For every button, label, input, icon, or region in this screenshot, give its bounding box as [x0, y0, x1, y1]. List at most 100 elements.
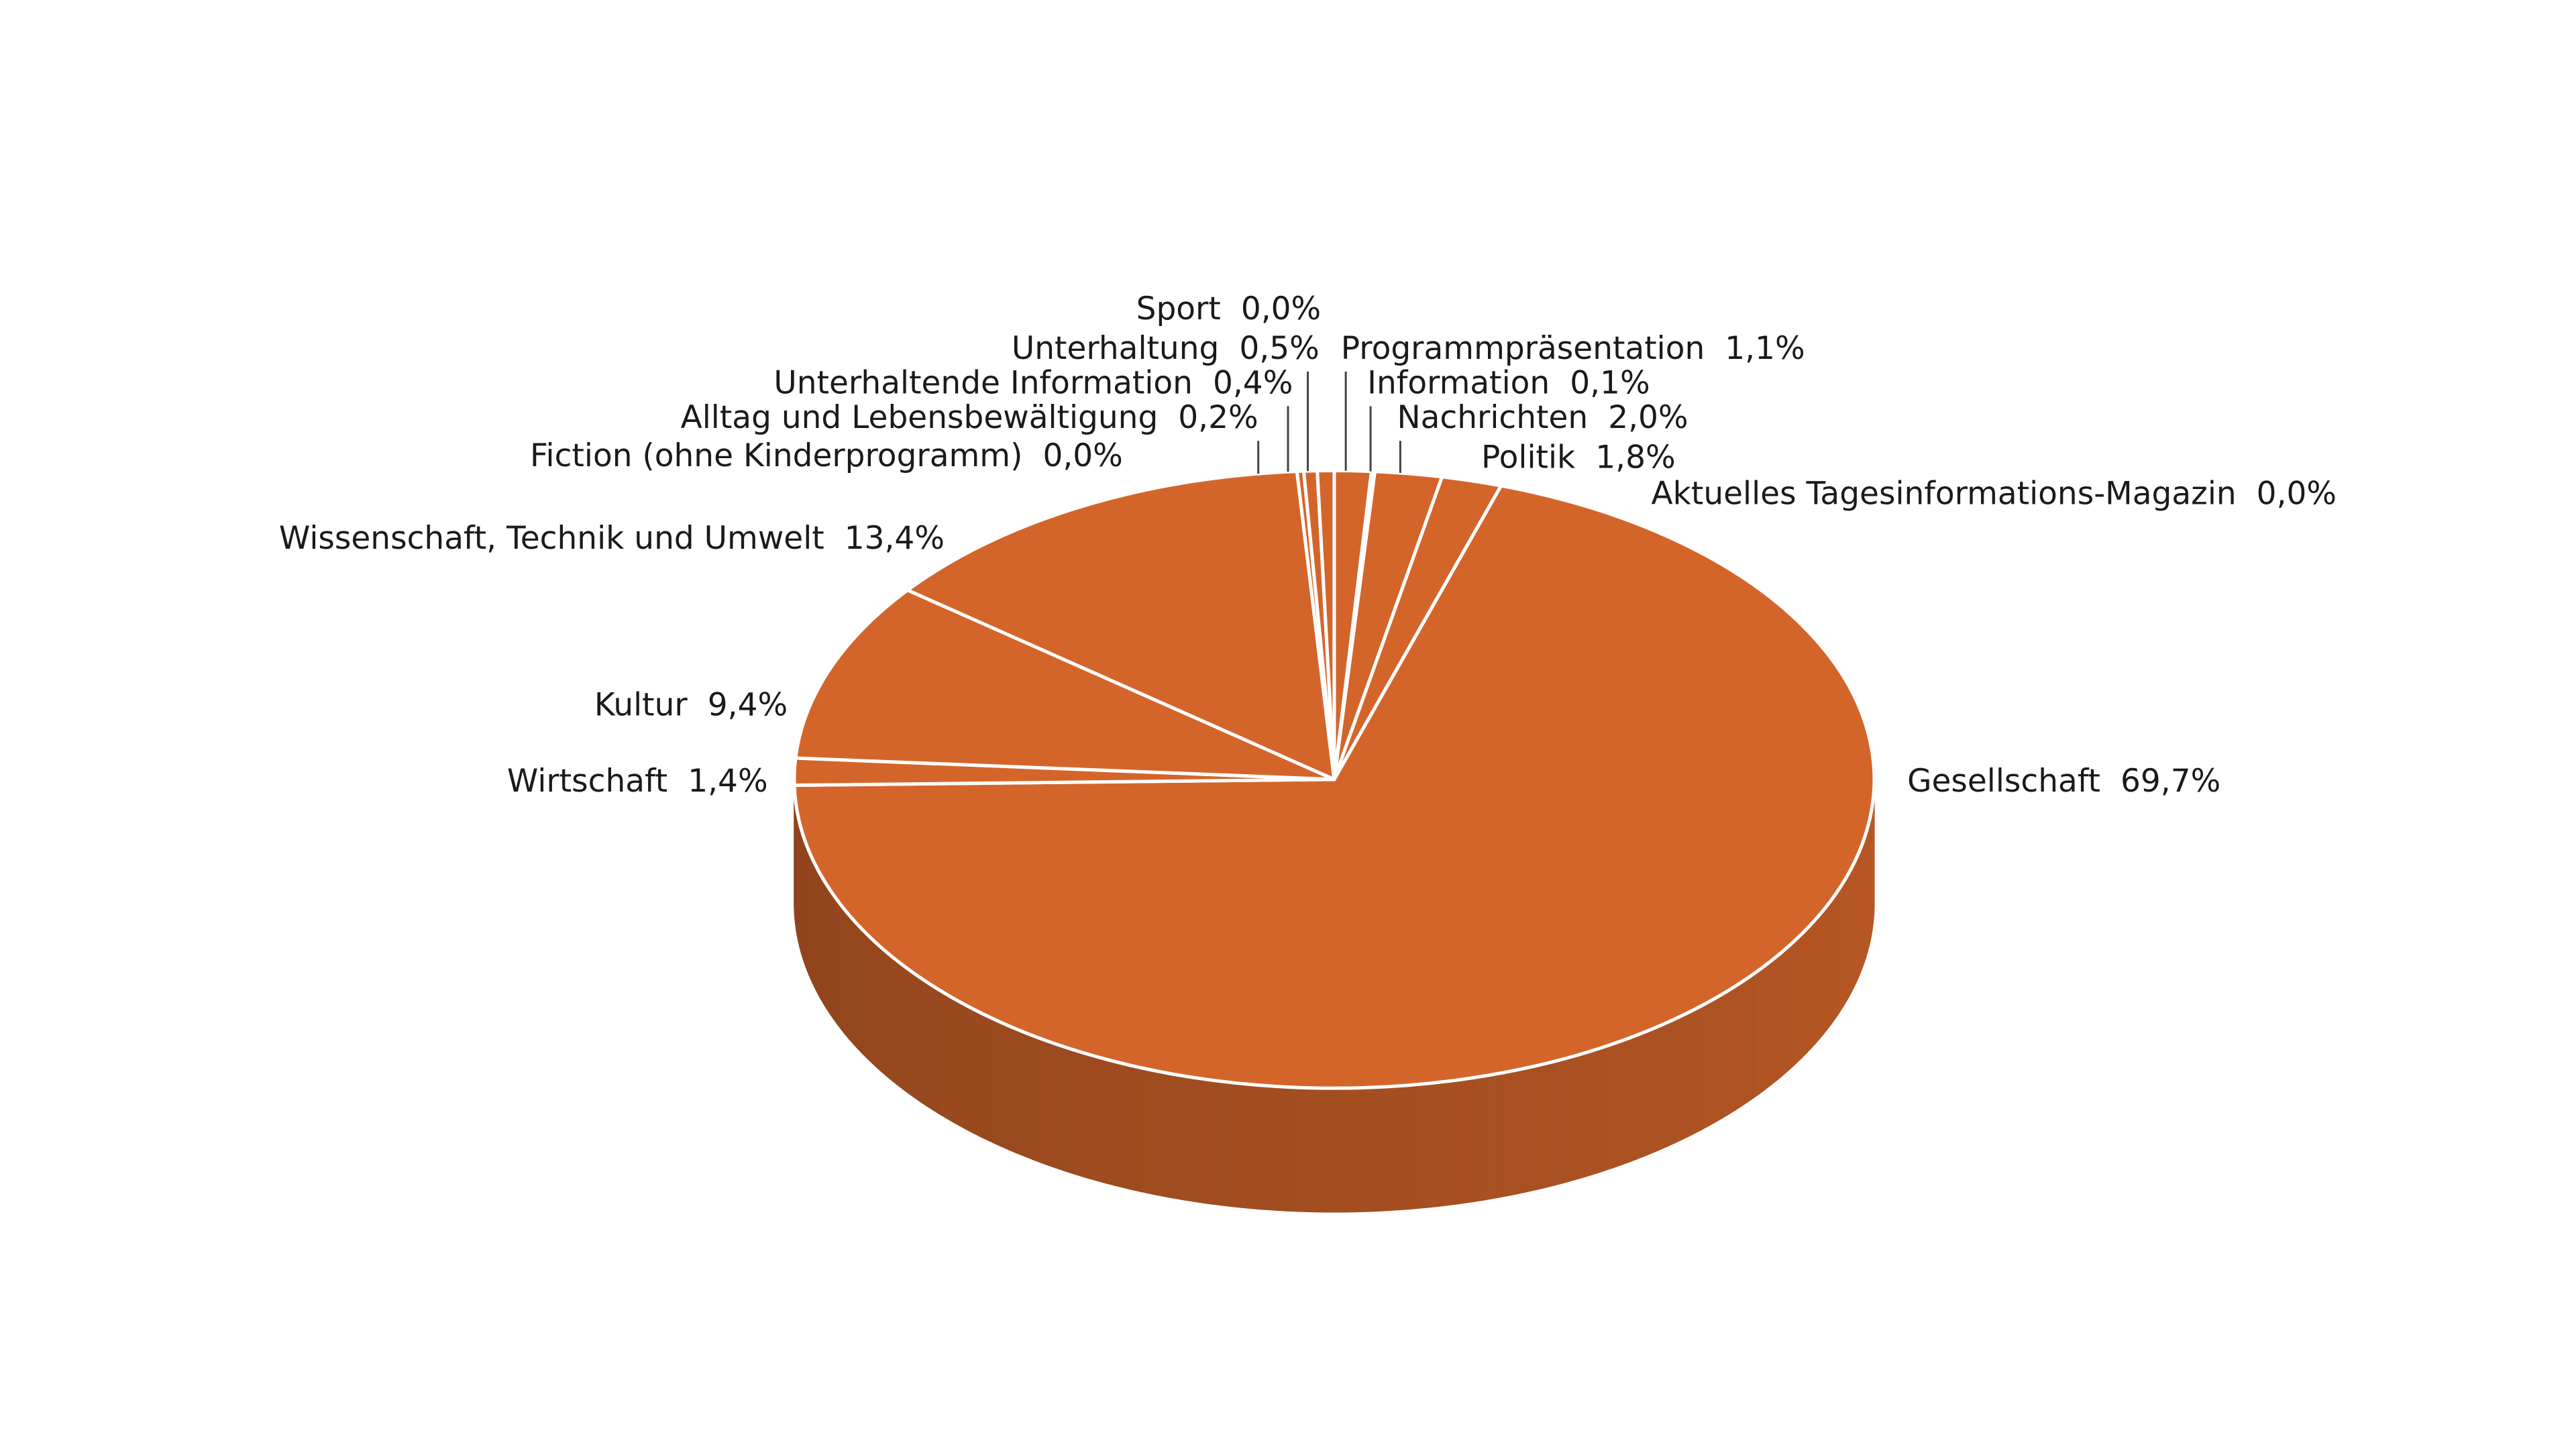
pie-side	[833, 893, 838, 1026]
pie-side	[1047, 1040, 1057, 1169]
category-name: Wissenschaft, Technik und Umwelt	[279, 519, 824, 556]
pie-side	[1193, 1077, 1204, 1203]
pie-side	[1791, 937, 1798, 1069]
pie-side	[1240, 1083, 1250, 1209]
pie-side	[1464, 1077, 1474, 1203]
pie-side	[1016, 1028, 1025, 1157]
pie-side	[965, 1004, 974, 1134]
pie-side	[1741, 977, 1749, 1107]
pie-side	[926, 981, 934, 1111]
pie-side	[1673, 1015, 1682, 1144]
pie-side	[1114, 1061, 1124, 1189]
pie-side	[1728, 985, 1736, 1115]
pie-side	[1595, 1046, 1605, 1175]
pie-side	[902, 964, 910, 1095]
category-name: Politik	[1481, 439, 1576, 476]
pie-side	[1381, 1085, 1391, 1212]
pie-side	[1781, 946, 1788, 1077]
pie-side	[1796, 932, 1803, 1064]
pie-side	[1786, 942, 1793, 1073]
value-label: 1,1%	[1725, 329, 1805, 366]
pie-side	[959, 1000, 967, 1130]
pie-side	[1801, 928, 1807, 1059]
pie-side	[1500, 1071, 1511, 1198]
pie-side	[1759, 964, 1766, 1095]
pie-side	[1753, 968, 1760, 1099]
pie-side	[1722, 989, 1730, 1119]
pie-side	[1305, 1087, 1316, 1213]
pie-side	[908, 968, 916, 1099]
pie-side	[1619, 1037, 1629, 1166]
pie-side	[1709, 997, 1717, 1126]
pie-side	[1097, 1056, 1107, 1184]
pie-side	[1315, 1087, 1326, 1213]
value-label: 69,7%	[2121, 762, 2220, 799]
pie-side	[1334, 1087, 1344, 1213]
pie-side	[1827, 898, 1832, 1030]
pie-side	[952, 997, 960, 1126]
category-name: Sport	[1136, 290, 1221, 327]
slice-label: Aktuelles Tagesinformations-Magazin 0,0%	[1652, 475, 2337, 512]
pie-side	[1765, 959, 1772, 1091]
pie-side	[1167, 1072, 1177, 1199]
pie-side	[986, 1015, 996, 1144]
pie-side	[1643, 1028, 1652, 1157]
slice-label: Politik 1,8%	[1481, 439, 1676, 476]
pie-side	[945, 993, 953, 1123]
pie-side	[1106, 1059, 1116, 1186]
pie-side	[979, 1012, 988, 1141]
pie-side	[866, 932, 872, 1064]
pie-side	[1635, 1031, 1645, 1161]
slice-label: Unterhaltung 0,5%	[1012, 329, 1320, 366]
pie-side	[1509, 1069, 1519, 1196]
pie-side	[1806, 923, 1812, 1055]
pie-side	[1776, 951, 1782, 1082]
pie-side	[891, 955, 898, 1086]
category-name: Unterhaltung	[1012, 329, 1220, 366]
pie-side	[1371, 1086, 1382, 1212]
category-name: Alltag und Lebensbewältigung	[681, 399, 1159, 436]
value-label: 0,0%	[2257, 475, 2337, 512]
category-name: Aktuelles Tagesinformations-Magazin	[1652, 475, 2237, 512]
pie-side	[1001, 1022, 1010, 1151]
pie-side	[1455, 1078, 1466, 1205]
pie-side	[1695, 1004, 1703, 1134]
pie-side	[1688, 1008, 1697, 1138]
pie-side	[840, 903, 846, 1036]
pie-side	[1230, 1081, 1241, 1208]
pie-side	[1008, 1025, 1018, 1154]
category-name: Nachrichten	[1397, 399, 1588, 436]
value-label: 9,4%	[708, 686, 788, 723]
pie-side	[1834, 888, 1839, 1021]
pie-side	[1148, 1069, 1159, 1196]
pie-side	[1409, 1083, 1419, 1210]
pie-side	[829, 888, 835, 1021]
pie-side	[1715, 993, 1723, 1123]
slice-label: Gesellschaft 69,7%	[1907, 762, 2220, 799]
pie-side	[1536, 1063, 1546, 1191]
pie-side	[1553, 1059, 1563, 1186]
category-name: Unterhaltende Information	[773, 364, 1193, 401]
pie-side	[1277, 1085, 1288, 1212]
value-label: 0,4%	[1213, 364, 1293, 401]
pie-side	[1735, 981, 1743, 1111]
slice-label: Fiction (ohne Kinderprogramm) 0,0%	[530, 437, 1123, 474]
pie-side	[1221, 1081, 1232, 1208]
pie-side	[1819, 908, 1825, 1040]
category-name: Gesellschaft	[1907, 762, 2100, 799]
category-name: Information	[1367, 364, 1550, 401]
pie-side	[1071, 1049, 1081, 1177]
pie-side	[1418, 1083, 1429, 1209]
slice-label: Wirtschaft 1,4%	[507, 762, 768, 799]
pie-side	[972, 1008, 981, 1138]
pie-side	[1611, 1040, 1621, 1169]
pie-side	[1343, 1087, 1354, 1213]
pie-side	[1158, 1071, 1168, 1198]
slice-label: Nachrichten 2,0%	[1397, 399, 1688, 436]
pie-side	[1658, 1022, 1668, 1151]
pie-side	[920, 977, 928, 1107]
pie-side	[1702, 1000, 1710, 1130]
pie-side	[1175, 1074, 1186, 1201]
